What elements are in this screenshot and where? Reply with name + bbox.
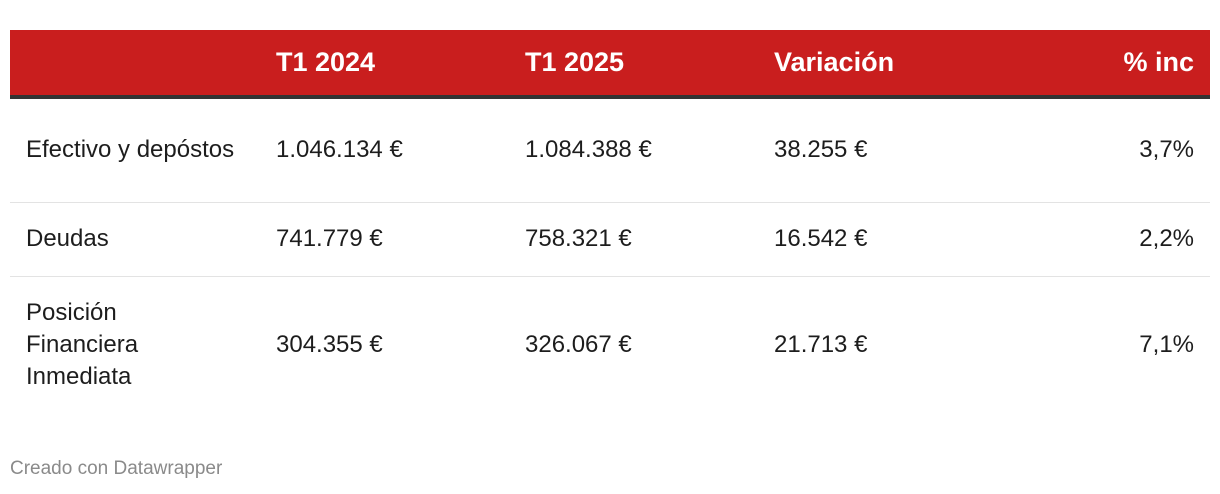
cell-t1-2024: 741.779 € [260,202,509,277]
header-row: T1 2024 T1 2025 Variación % inc [10,30,1210,99]
cell-t1-2025: 758.321 € [509,202,758,277]
data-table-container: T1 2024 T1 2025 Variación % inc Efectivo… [10,30,1210,414]
header-cell-t1-2024: T1 2024 [260,30,509,99]
cell-inc: 7,1% [1139,331,1194,359]
cell-variacion: 38.255 € [758,97,1007,203]
datawrapper-credit[interactable]: Creado con Datawrapper [10,458,223,479]
cell-inc: 2,2% [1007,202,1210,277]
cell-t1-2024: 1.046.134 € [260,97,509,203]
cell-variacion: 21.713 € [774,331,868,359]
cell-t1-2025: 326.067 € [525,331,632,359]
table-row: Deudas 741.779 € 758.321 € 16.542 € 2,2% [10,202,1210,277]
cell-inc: 3,7% [1007,97,1210,203]
row-label: Efectivo y depóstos [10,97,260,203]
cell-variacion: 16.542 € [758,202,1007,277]
row-label: Deudas [10,202,260,277]
table-header: T1 2024 T1 2025 Variación % inc [10,30,1210,99]
row-label: Posición Financiera Inmediata [26,299,139,391]
cell-t1-2024: 304.355 € [276,331,383,359]
header-cell-t1-2025: T1 2025 [509,30,758,99]
header-cell-inc: % inc [1007,30,1210,99]
table-row: Posición Financiera Inmediata 304.355 € … [10,276,1210,414]
cell-t1-2025: 1.084.388 € [509,97,758,203]
table-row: Efectivo y depóstos 1.046.134 € 1.084.38… [10,97,1210,203]
header-cell-label [10,30,260,99]
header-cell-variacion: Variación [758,30,1007,99]
data-table: T1 2024 T1 2025 Variación % inc Efectivo… [10,30,1210,414]
table-body: Efectivo y depóstos 1.046.134 € 1.084.38… [10,97,1210,414]
